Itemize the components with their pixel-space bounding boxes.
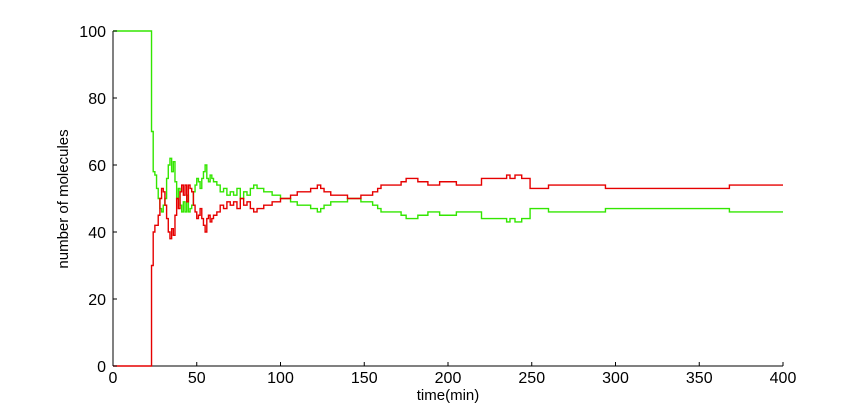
y-tick-label: 0 <box>97 359 106 376</box>
series-layer <box>113 30 783 367</box>
plot-area <box>112 31 783 367</box>
y-tick-label: 80 <box>88 91 106 108</box>
y-tick-label: 60 <box>88 158 106 175</box>
x-tick-label: 300 <box>602 370 629 387</box>
series-line-2 <box>113 174 783 367</box>
x-tick-label: 200 <box>435 370 462 387</box>
x-tick-label: 150 <box>351 370 378 387</box>
x-tick-label: 100 <box>267 370 294 387</box>
x-tick-label: 350 <box>686 370 713 387</box>
y-tick-label: 40 <box>88 225 106 242</box>
tick-layer: 0 50 100 150 200 250 300 350 400 0 20 40 60 80 100 <box>79 24 796 387</box>
y-axis-title: number of molecules <box>55 129 72 268</box>
x-tick-label: 0 <box>109 370 118 387</box>
x-axis-title: time(min) <box>417 387 480 404</box>
x-tick-label: 50 <box>188 370 206 387</box>
y-tick-label: 20 <box>88 292 106 309</box>
x-tick-label: 250 <box>518 370 545 387</box>
y-tick-label: 100 <box>79 24 106 41</box>
series-line-1 <box>113 30 783 223</box>
x-tick-label: 400 <box>770 370 797 387</box>
